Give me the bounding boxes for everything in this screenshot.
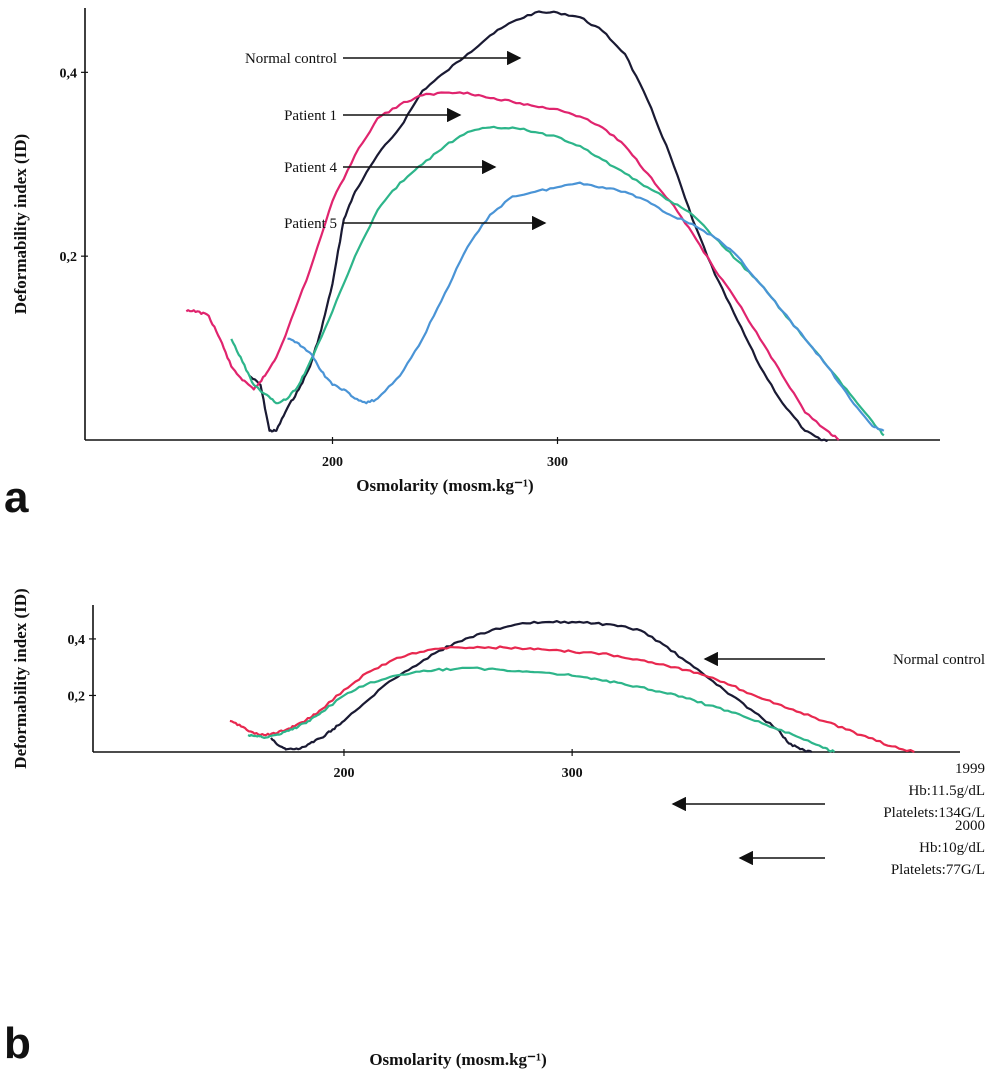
- panel-b-annotation-label: Normal control: [893, 652, 985, 668]
- panel-b-series-line: [247, 666, 836, 753]
- panel-a-annotation-label: Normal control: [245, 51, 337, 67]
- panel-a-series-line: [248, 10, 829, 442]
- panel-b-series-line: [229, 645, 915, 753]
- panel-b-letter: b: [4, 1019, 31, 1068]
- panel-b-annotation-label: 2000 Hb:10g/dL Platelets:77G/L: [891, 818, 985, 878]
- panel-b-y-axis-label: Deformability index (ID): [11, 588, 30, 768]
- panel-a-x-axis-label: Osmolarity (mosm.kg⁻¹): [356, 476, 533, 495]
- panel-a-annotation-label: Patient 5: [284, 216, 337, 232]
- panel-a-x-tick-label: 200: [322, 455, 343, 470]
- panel-a-annotation-label: Patient 1: [284, 108, 337, 124]
- panel-a-y-axis-label: Deformability index (ID): [11, 134, 30, 314]
- panel-b-x-tick-label: 300: [562, 766, 583, 781]
- panel-a-letter: a: [4, 473, 29, 522]
- panel-b-chart: 0,2 0,4 200 300 Osmolarity (mosm.kg⁻¹) Deform…: [11, 588, 985, 1069]
- panel-a-series-line: [185, 91, 840, 441]
- panel-a-chart: 0,2 0,4 200 300 Osmolarity (mosm.kg⁻¹) Deform…: [11, 8, 940, 495]
- panel-b-x-tick-label: 200: [333, 766, 354, 781]
- panel-b-annotation-label: 1999 Hb:11.5g/dL Platelets:134G/L: [883, 761, 985, 821]
- panel-a-series-line: [287, 181, 885, 432]
- panel-b-series-line: [270, 620, 813, 753]
- panel-a-y-tick-label: 0,2: [60, 250, 78, 265]
- panel-b-x-axis-label: Osmolarity (mosm.kg⁻¹): [369, 1050, 546, 1069]
- panel-b-y-tick-label: 0,2: [68, 689, 86, 704]
- panel-a-x-tick-label: 300: [547, 455, 568, 470]
- panel-a-annotation-label: Patient 4: [284, 160, 337, 176]
- panel-a-y-tick-label: 0,4: [60, 66, 78, 81]
- panel-b-y-tick-label: 0,4: [68, 633, 86, 648]
